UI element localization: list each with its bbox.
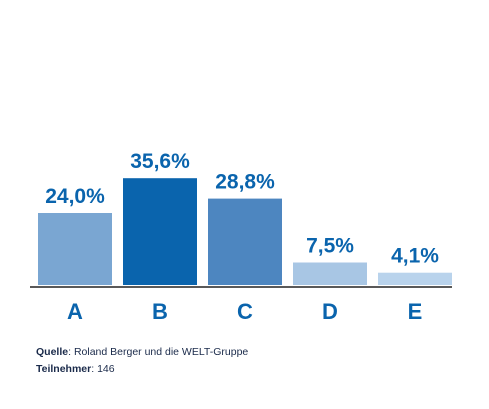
value-label-b: 35,6% — [130, 150, 190, 173]
value-label-e: 4,1% — [391, 245, 439, 268]
participants-text: : 146 — [91, 363, 115, 375]
bar-b — [123, 178, 197, 285]
bar-c — [208, 198, 282, 285]
bar-d — [293, 262, 367, 285]
bars-group — [38, 178, 452, 285]
category-label-a: A — [67, 299, 83, 324]
bar-e — [378, 272, 452, 285]
source-note: Quelle: Roland Berger und die WELT-Grupp… — [36, 346, 248, 358]
category-label-d: D — [322, 299, 338, 324]
category-labels-group: A B C D E — [67, 299, 422, 324]
value-label-d: 7,5% — [306, 235, 354, 258]
participants-note: Teilnehmer: 146 — [36, 363, 115, 375]
category-label-e: E — [408, 299, 423, 324]
source-key: Quelle — [36, 346, 69, 358]
category-label-b: B — [152, 299, 168, 324]
value-labels-group: 24,0% 35,6% 28,8% 7,5% 4,1% — [45, 150, 439, 268]
value-label-c: 28,8% — [215, 171, 275, 194]
category-label-c: C — [237, 299, 253, 324]
source-text: : Roland Berger und die WELT-Gruppe — [68, 346, 249, 358]
bar-a — [38, 213, 112, 285]
participants-key: Teilnehmer — [36, 363, 92, 375]
value-label-a: 24,0% — [45, 185, 105, 208]
